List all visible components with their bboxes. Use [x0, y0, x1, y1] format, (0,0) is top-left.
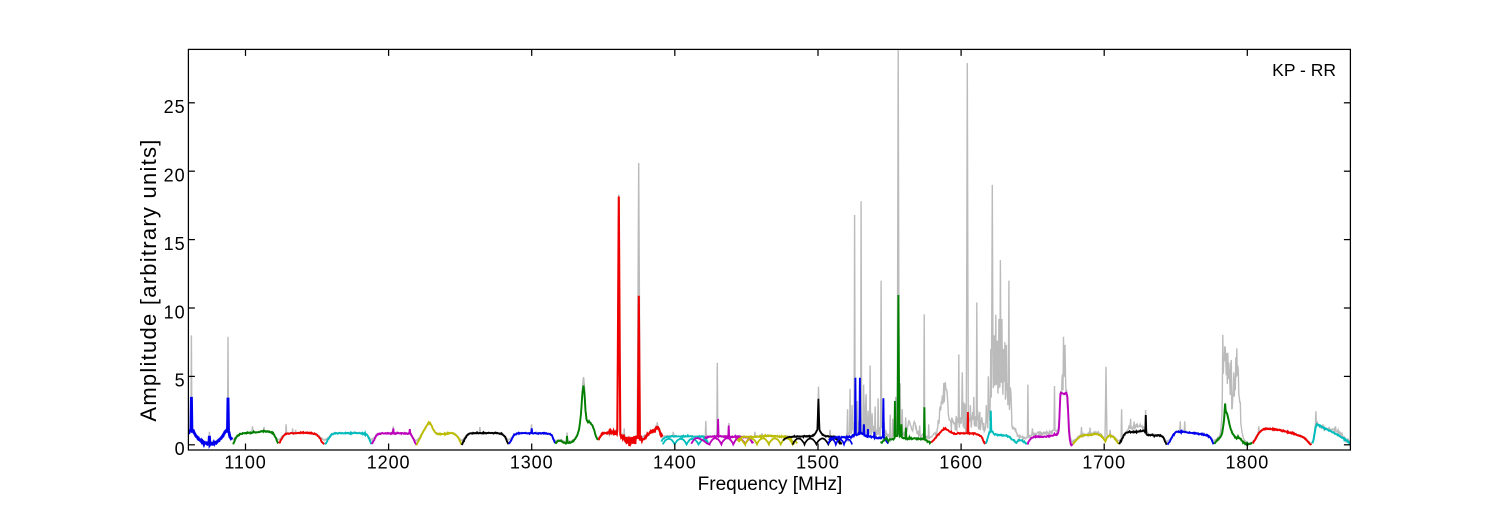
svg-text:1600: 1600	[939, 453, 983, 473]
svg-text:1100: 1100	[224, 453, 266, 473]
svg-text:1500: 1500	[796, 453, 840, 473]
svg-text:5: 5	[175, 371, 186, 391]
svg-text:1400: 1400	[653, 453, 697, 473]
svg-text:Frequency [MHz]: Frequency [MHz]	[698, 474, 843, 495]
svg-text:20: 20	[164, 166, 186, 186]
svg-text:1200: 1200	[367, 453, 411, 473]
svg-text:1300: 1300	[510, 453, 554, 473]
svg-text:1700: 1700	[1082, 453, 1126, 473]
svg-text:Amplitude [arbitrary units]: Amplitude [arbitrary units]	[136, 138, 161, 421]
svg-text:25: 25	[164, 97, 186, 117]
svg-text:KP - RR: KP - RR	[1272, 60, 1336, 80]
svg-text:10: 10	[164, 302, 186, 322]
svg-text:15: 15	[164, 234, 186, 254]
svg-text:0: 0	[175, 439, 186, 459]
svg-text:1800: 1800	[1225, 453, 1269, 473]
